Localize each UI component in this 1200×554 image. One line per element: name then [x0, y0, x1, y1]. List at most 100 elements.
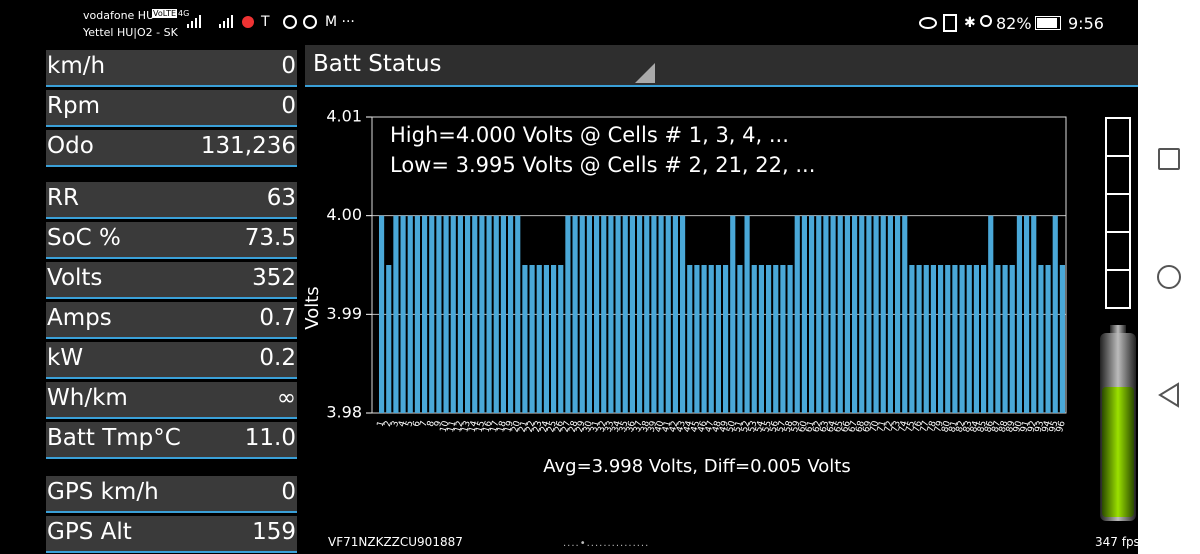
battery-graphic — [1100, 325, 1136, 521]
x-tick-label: 15 — [475, 420, 488, 434]
x-tick-label: 2 — [383, 420, 394, 428]
readout-label: kW — [47, 345, 84, 371]
bar — [866, 215, 872, 413]
x-tick-label: 28 — [568, 420, 581, 434]
readout-label: Wh/km — [47, 385, 128, 411]
status-icons-right: ✱ — [919, 14, 992, 32]
bar — [558, 265, 564, 413]
bar — [751, 265, 757, 413]
bar — [379, 215, 385, 413]
x-tick-label: 33 — [604, 420, 617, 434]
x-tick-label: 12 — [453, 420, 466, 434]
dropdown-arrow — [635, 63, 655, 83]
bar — [543, 265, 549, 413]
bar — [680, 215, 686, 413]
bar — [880, 215, 886, 413]
x-tick-label: 85 — [976, 420, 989, 434]
x-tick-label: 86 — [983, 420, 996, 434]
readout-value: 11.0 — [244, 425, 296, 451]
x-tick-label: 19 — [503, 420, 516, 434]
bar — [730, 215, 736, 413]
back-button[interactable] — [1157, 382, 1181, 408]
readout-label: Amps — [47, 305, 112, 331]
bar — [508, 215, 514, 413]
page-dots: ....•............... — [563, 538, 650, 549]
readout-row: Batt Tmp°C 11.0 — [46, 422, 297, 459]
bar — [859, 215, 865, 413]
x-tick-label: 89 — [1005, 420, 1018, 434]
bar — [429, 215, 435, 413]
x-tick-label: 25 — [546, 420, 559, 434]
readout-value: 0.7 — [259, 305, 296, 331]
bar — [809, 215, 815, 413]
x-tick-label: 87 — [991, 420, 1004, 434]
bar — [465, 215, 471, 413]
home-button[interactable] — [1157, 265, 1181, 289]
x-tick-label: 5 — [404, 420, 415, 428]
x-tick-label: 72 — [883, 420, 896, 434]
bar — [1002, 265, 1008, 413]
bar — [443, 215, 449, 413]
readout-value: 159 — [252, 519, 296, 545]
x-axis-label: Avg=3.998 Volts, Diff=0.005 Volts — [543, 456, 850, 477]
x-tick-label: 38 — [639, 420, 652, 434]
bar — [386, 265, 392, 413]
bar — [837, 215, 843, 413]
x-tick-label: 65 — [833, 420, 846, 434]
x-tick-label: 41 — [661, 420, 674, 434]
bar — [615, 215, 621, 413]
readout-value: 63 — [266, 185, 296, 211]
x-tick-label: 9 — [433, 420, 444, 428]
x-tick-label: 94 — [1041, 420, 1054, 434]
bar — [744, 215, 750, 413]
bar — [902, 215, 908, 413]
x-tick-label: 70 — [869, 420, 882, 434]
x-tick-label: 63 — [819, 420, 832, 434]
bar — [407, 215, 413, 413]
bar — [622, 215, 628, 413]
readout-label: SoC % — [47, 225, 121, 251]
bar — [608, 215, 614, 413]
readout-row: Volts 352 — [46, 262, 297, 299]
bar — [1024, 215, 1030, 413]
x-tick-label: 55 — [761, 420, 774, 434]
x-tick-label: 90 — [1012, 420, 1025, 434]
x-tick-label: 49 — [718, 420, 731, 434]
x-tick-label: 35 — [618, 420, 631, 434]
x-tick-label: 47 — [704, 420, 717, 434]
bar — [723, 265, 729, 413]
x-tick-label: 50 — [725, 420, 738, 434]
x-tick-label: 59 — [790, 420, 803, 434]
recent-button[interactable] — [1158, 148, 1180, 170]
battery-icon — [1035, 16, 1061, 30]
bar — [393, 215, 399, 413]
x-tick-label: 16 — [482, 420, 495, 434]
readout-label: km/h — [47, 53, 106, 79]
bar — [959, 265, 965, 413]
x-tick-label: 1 — [376, 420, 387, 428]
x-tick-label: 76 — [912, 420, 925, 434]
x-tick-label: 22 — [525, 420, 538, 434]
x-tick-label: 11 — [446, 420, 459, 434]
bar — [529, 265, 535, 413]
x-tick-label: 81 — [948, 420, 961, 434]
bar — [895, 215, 901, 413]
x-tick-label: 93 — [1034, 420, 1047, 434]
readout-value: 0.2 — [259, 345, 296, 371]
readout-label: RR — [47, 185, 79, 211]
header-title: Batt Status — [313, 51, 442, 77]
readout-row: Wh/km ∞ — [46, 382, 297, 419]
x-tick-label: 45 — [690, 420, 703, 434]
nav-bar — [1138, 0, 1200, 554]
readout-row: kW 0.2 — [46, 342, 297, 379]
bar — [737, 265, 743, 413]
bar — [672, 215, 678, 413]
bar — [873, 215, 879, 413]
x-tick-label: 92 — [1026, 420, 1039, 434]
readout-value: 0 — [281, 53, 296, 79]
x-tick-label: 95 — [1048, 420, 1061, 434]
x-tick-label: 23 — [532, 420, 545, 434]
readout-label: Volts — [47, 265, 103, 291]
x-tick-label: 26 — [553, 420, 566, 434]
bar — [981, 265, 987, 413]
